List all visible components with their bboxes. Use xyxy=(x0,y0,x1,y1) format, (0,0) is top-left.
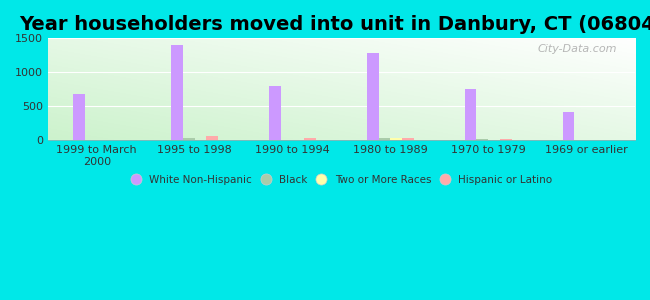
Text: City-Data.com: City-Data.com xyxy=(538,44,617,54)
Bar xyxy=(378,138,391,140)
Bar xyxy=(269,86,281,140)
Bar xyxy=(171,45,183,140)
Bar xyxy=(183,138,194,140)
Bar xyxy=(73,94,85,140)
Bar xyxy=(500,139,512,140)
Bar xyxy=(207,136,218,140)
Bar xyxy=(402,137,414,140)
Title: Year householders moved into unit in Danbury, CT (06804): Year householders moved into unit in Dan… xyxy=(19,15,650,34)
Bar xyxy=(563,112,575,140)
Legend: White Non-Hispanic, Black, Two or More Races, Hispanic or Latino: White Non-Hispanic, Black, Two or More R… xyxy=(127,171,556,188)
Bar xyxy=(476,139,488,140)
Bar xyxy=(304,137,316,140)
Bar xyxy=(367,52,378,140)
Bar xyxy=(465,88,476,140)
Bar xyxy=(391,137,402,140)
